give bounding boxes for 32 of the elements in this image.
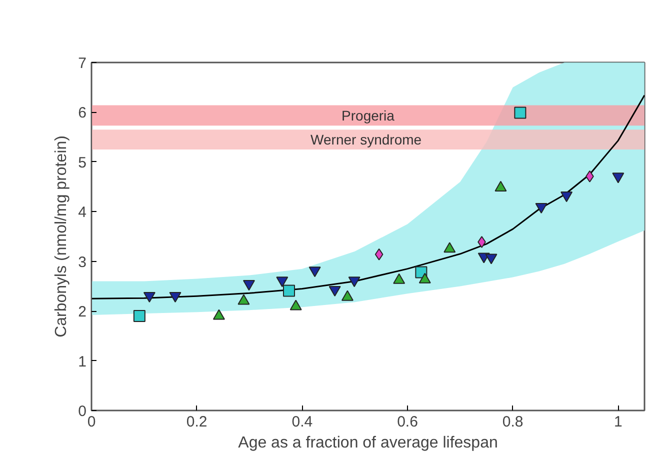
point (374, 248, 384, 260)
y-tick-label: 3 (78, 254, 86, 271)
x-tick-label: 0.2 (186, 414, 208, 430)
x-tick-label: 1 (614, 414, 622, 430)
band-label: Werner syndrome (310, 132, 422, 148)
y-axis-title: Carbonyls (nmol/mg protein) (53, 136, 70, 338)
point (612, 172, 624, 184)
point (535, 202, 548, 214)
x-axis-title: Age as a fraction of average lifespan (238, 434, 498, 452)
y-tick-label: 5 (78, 154, 86, 172)
point (485, 254, 498, 264)
point (283, 284, 295, 297)
point (308, 266, 321, 278)
y-tick-label: 0 (78, 403, 86, 420)
point (560, 192, 573, 202)
point (242, 280, 255, 291)
point (169, 292, 182, 303)
point (514, 106, 526, 119)
band-label: Progeria (342, 107, 395, 124)
point (348, 276, 360, 288)
y-tick-label: 4 (78, 204, 86, 222)
y-tick-label: 2 (78, 304, 86, 321)
y-tick-label: 1 (78, 353, 86, 370)
y-tick-label: 6 (78, 104, 86, 122)
point (328, 286, 341, 297)
x-tick-label: 0.8 (502, 414, 524, 430)
x-tick-label: 0.6 (397, 414, 418, 430)
point (276, 276, 288, 288)
x-tick-label: 0.4 (292, 414, 313, 430)
point (133, 310, 146, 322)
y-tick-label: 7 (78, 55, 86, 72)
point (143, 292, 156, 303)
